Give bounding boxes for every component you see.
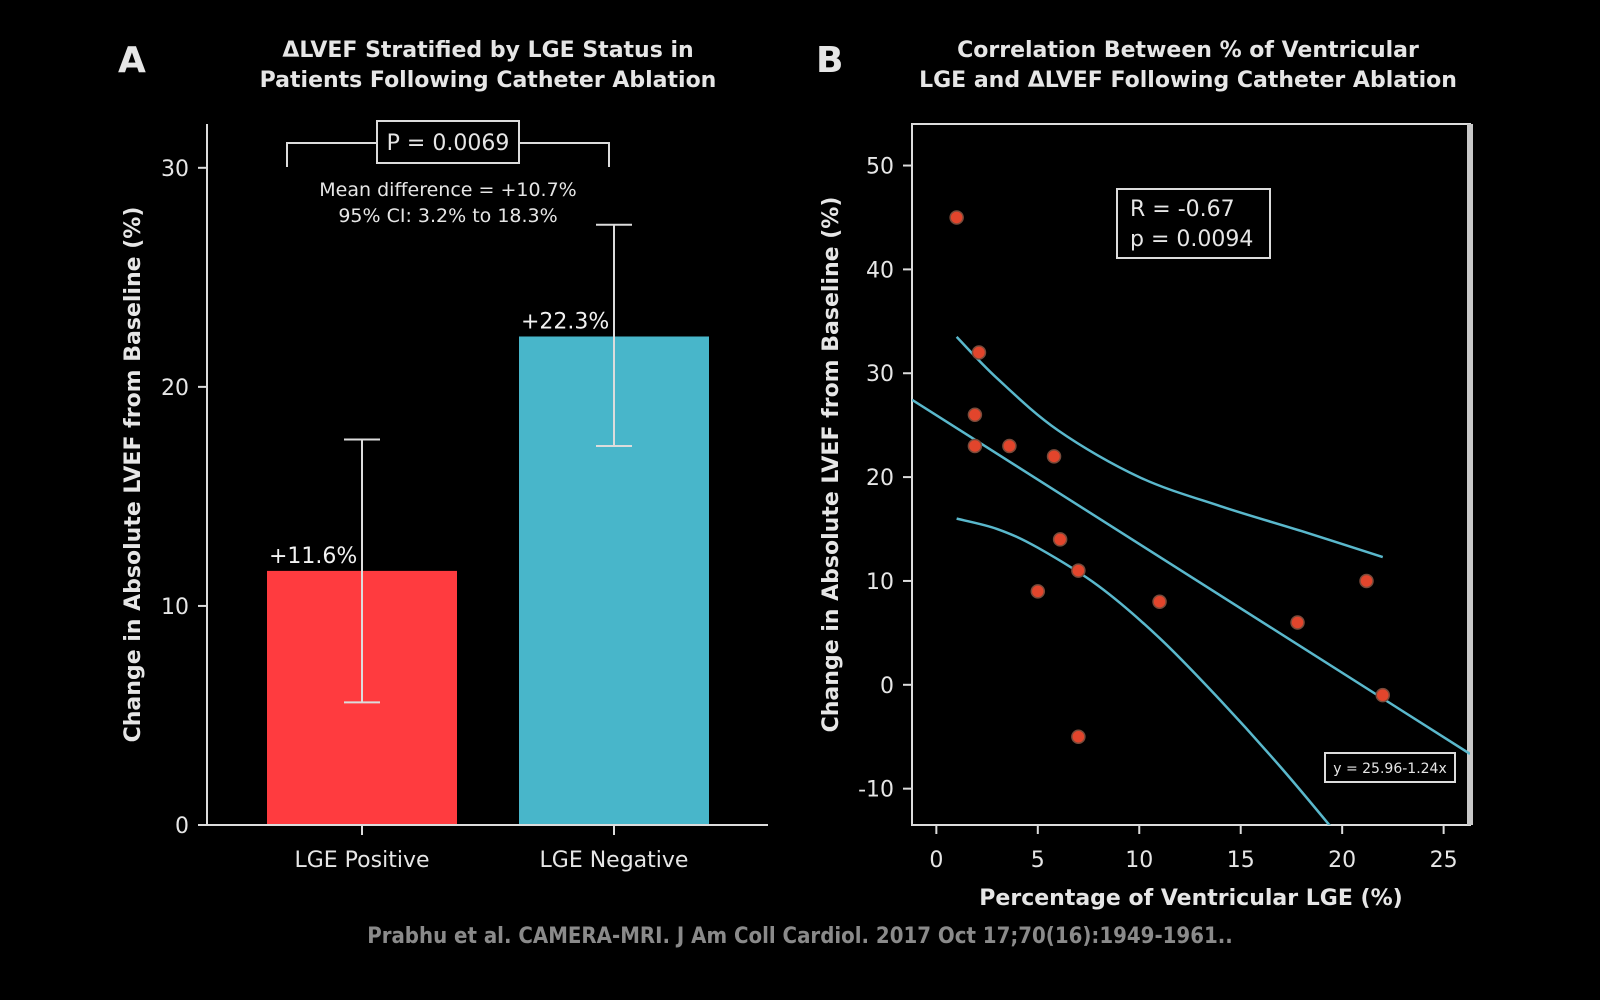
panel-b-y-tick-label: 30 — [866, 362, 894, 387]
panel-a-title-line: Patients Following Catheter Ablation — [260, 68, 717, 93]
panel-b-title-line: Correlation Between % of Ventricular — [957, 38, 1419, 63]
panel-a-value-label: +11.6% — [269, 544, 357, 569]
panel-b-data-point — [949, 210, 964, 225]
panel-b-x-tick-label: 15 — [1227, 848, 1255, 873]
panel-a-y-tick-label: 0 — [175, 814, 189, 839]
panel-b-data-point — [1290, 615, 1305, 630]
panel-b-stat-line: R = -0.67 — [1130, 197, 1235, 222]
panel-b-x-tick-label: 20 — [1328, 848, 1356, 873]
panel-b-ci-upper-curve — [955, 336, 1384, 559]
panel-b-y-tick-label: 50 — [866, 155, 894, 180]
panel-b-letter: B — [816, 40, 843, 81]
panel-b-equation-box — [1324, 752, 1456, 783]
panel-a-title-line: ΔLVEF Stratified by LGE Status in — [282, 38, 693, 63]
citation: Prabhu et al. CAMERA-MRI. J Am Coll Card… — [367, 924, 1233, 949]
panel-a-y-tick-label: 10 — [161, 595, 189, 620]
panel-b-x-tick-label: 10 — [1125, 848, 1153, 873]
panel-b-x-tick-label: 25 — [1430, 848, 1458, 873]
panel-a-y-tick-label: 20 — [161, 376, 189, 401]
panel-a-p-value: P = 0.0069 — [387, 131, 510, 156]
panel-b-y-tick-label: -10 — [858, 778, 894, 803]
panel-a-category-label: LGE Negative — [540, 848, 689, 873]
panel-b-ci-lower-curve — [956, 517, 1331, 825]
panel-a-letter: A — [118, 40, 146, 81]
panel-b-data-point — [1375, 687, 1390, 703]
panel-b-y-tick-label: 40 — [866, 258, 894, 283]
panel-b-data-point — [1002, 438, 1017, 454]
panel-b-data-point — [971, 345, 987, 360]
panel-b-equation: y = 25.96-1.24x — [1333, 761, 1447, 777]
panel-a-p-value-box — [376, 120, 520, 164]
figure-canvas: A ΔLVEF Stratified by LGE Status in Patien… — [118, 38, 1473, 910]
panel-b-data-point — [967, 438, 983, 454]
panel-b-y-tick-label: 10 — [866, 570, 894, 595]
panel-a-y-axis-label: Change in Absolute LVEF from Baseline (%… — [121, 207, 146, 743]
panel-b-plot-area — [912, 210, 1470, 825]
panel-b-x-axis-label: Percentage of Ventricular LGE (%) — [979, 886, 1402, 910]
panel-b-y-axis-label: Change in Absolute LVEF from Baseline (%… — [819, 197, 844, 733]
panel-a-category-label: LGE Positive — [294, 848, 429, 873]
panel-b-data-point — [1359, 573, 1374, 589]
panel-b-data-point — [1046, 449, 1062, 464]
panel-b-data-point — [1052, 532, 1068, 547]
panel-b-x-tick-label: 0 — [929, 848, 943, 873]
panel-b-data-point — [1071, 563, 1086, 578]
panel-b-title-line: LGE and ΔLVEF Following Catheter Ablatio… — [919, 68, 1457, 93]
panel-b-y-tick-label: 0 — [880, 674, 894, 699]
panel-b-stat-line: p = 0.0094 — [1130, 227, 1253, 252]
panel-a-annotation-line: Mean difference = +10.7% — [319, 179, 576, 201]
panel-b-data-point — [967, 407, 983, 423]
panel-a-value-label: +22.3% — [521, 309, 609, 334]
panel-b-data-point — [1152, 594, 1167, 609]
panel-b-x-tick-label: 5 — [1031, 848, 1045, 873]
panel-b-stats-box — [1116, 188, 1271, 259]
panel-b-y-tick-label: 20 — [866, 466, 894, 491]
panel-b-data-point — [1071, 729, 1086, 744]
panel-a-annotation-line: 95% CI: 3.2% to 18.3% — [338, 205, 557, 227]
panel-b-data-point — [1030, 584, 1046, 599]
panel-a-y-tick-label: 30 — [161, 157, 189, 182]
